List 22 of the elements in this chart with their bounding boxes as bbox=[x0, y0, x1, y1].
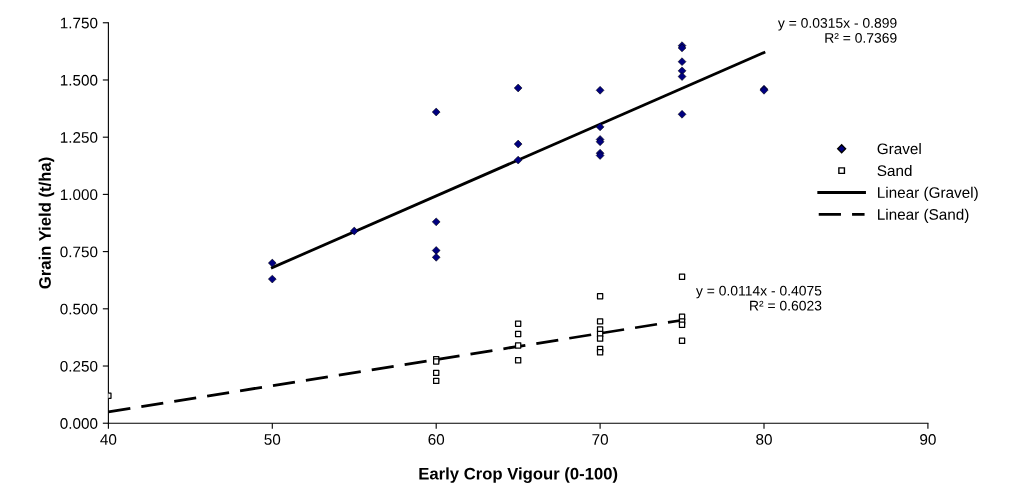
x-axis-title: Early Crop Vigour (0-100) bbox=[419, 467, 618, 483]
x-tick-label: 70 bbox=[592, 434, 608, 445]
y-tick-label: 1.500 bbox=[60, 74, 98, 86]
legend-label: Linear (Gravel) bbox=[878, 186, 978, 202]
y-tick-label: 0.250 bbox=[60, 360, 98, 372]
y-tick-label: 0.000 bbox=[60, 418, 98, 429]
y-tick-label: 1.250 bbox=[60, 132, 98, 143]
y-tick-label: 1.750 bbox=[60, 17, 98, 29]
x-tick-label: 80 bbox=[756, 434, 772, 445]
y-tick-label: 0.750 bbox=[60, 246, 98, 258]
annotation: y = 0.0114x - 0.4075 R² = 0.6023 bbox=[695, 285, 822, 311]
y-axis-title: Grain Yield (t/ha) bbox=[38, 157, 55, 289]
legend-label: Gravel bbox=[877, 143, 921, 155]
x-tick-label: 60 bbox=[428, 434, 445, 445]
y-tick-label: 0.500 bbox=[60, 303, 98, 315]
annotation: y = 0.0315x - 0.899 R² = 0.7369 bbox=[777, 18, 897, 43]
y-tick-label: 1.000 bbox=[60, 189, 98, 201]
legend-label: Sand bbox=[877, 164, 912, 177]
legend-label: Linear (Sand) bbox=[878, 208, 969, 223]
x-tick-label: 50 bbox=[264, 434, 281, 445]
x-tick-label: 40 bbox=[100, 434, 117, 445]
x-tick-label: 90 bbox=[920, 434, 936, 445]
